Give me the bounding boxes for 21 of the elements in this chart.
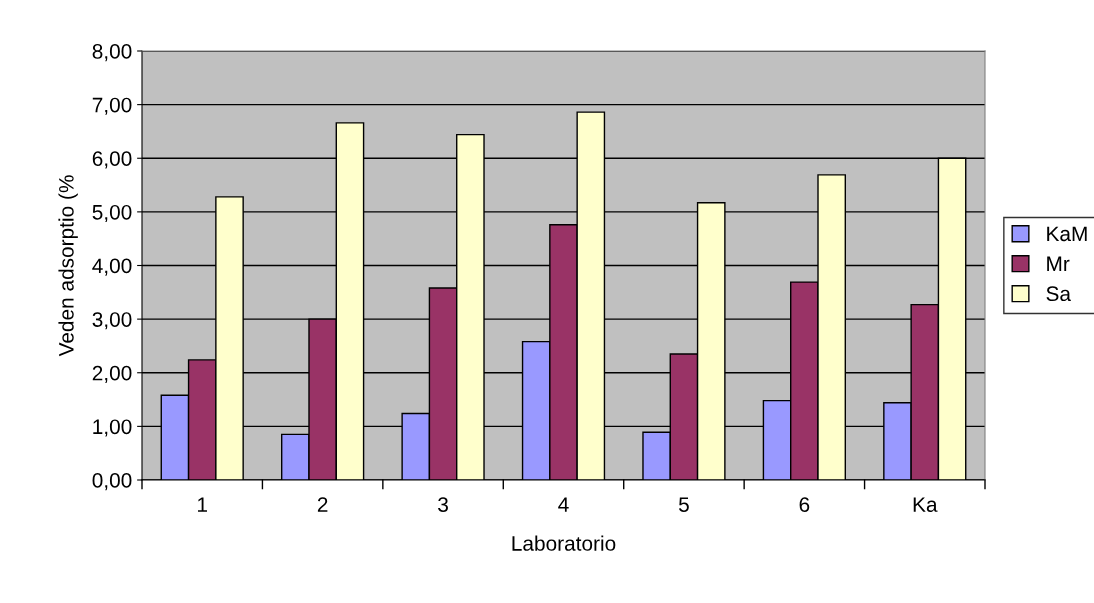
y-axis-title: Veden adsorptio (% [58,175,78,357]
x-tick-label: 4 [558,497,569,512]
x-tick-label: 2 [317,497,328,512]
y-tick-label: 2,00 [92,365,132,383]
y-tick-label: 3,00 [92,312,132,330]
y-tick-label: 0,00 [92,473,132,491]
legend-label: Sa [1046,286,1071,302]
x-tick-label: 3 [438,497,448,512]
y-tick-label: 4,00 [92,258,132,276]
legend-label: Mr [1047,256,1070,271]
x-tick-label: Ka [913,497,938,512]
y-tick-label: 1,00 [93,419,132,437]
x-axis-title: Laboratorio [512,535,616,551]
x-tick-label: 5 [678,497,689,512]
y-tick-label: 7,00 [92,97,132,115]
y-tick-label: 8,00 [92,44,132,62]
legend-label: KaM [1047,226,1087,242]
x-tick-label: 1 [198,497,207,512]
x-tick-label: 6 [799,497,810,512]
y-tick-label: 6,00 [92,151,132,169]
y-tick-label: 5,00 [92,204,132,223]
